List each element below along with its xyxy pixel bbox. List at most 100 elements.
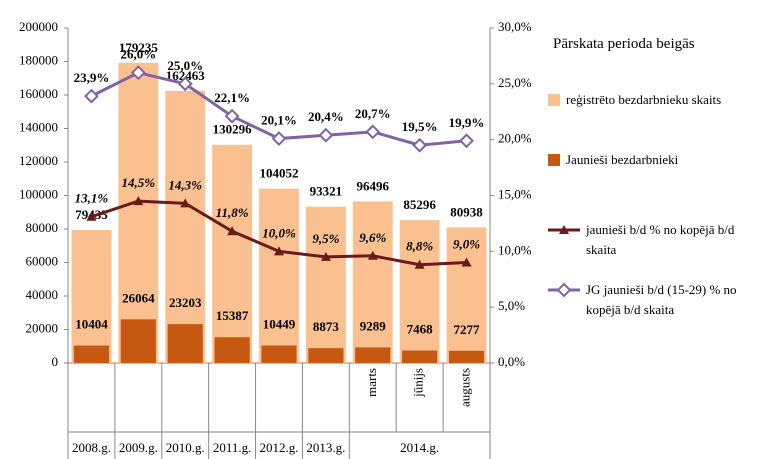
marker xyxy=(271,131,287,146)
bar xyxy=(305,206,346,363)
data-label: 7277 xyxy=(454,322,481,337)
bar xyxy=(308,348,344,363)
y2-tick-label: 25,0% xyxy=(498,75,532,90)
bar xyxy=(167,324,203,363)
x-tick-label: 2012.g. xyxy=(260,440,299,455)
marker xyxy=(318,127,334,143)
y-tick-label: 120000 xyxy=(19,153,58,168)
data-label: 8,8% xyxy=(406,239,433,254)
data-label: 26,0% xyxy=(120,47,156,62)
data-label: 10,0% xyxy=(262,225,296,240)
data-label: 26064 xyxy=(122,290,155,305)
data-label: 8873 xyxy=(313,319,340,334)
legend-label: Jaunieši bezdarbnieki xyxy=(566,152,679,167)
x-tick-label: 2010.g. xyxy=(166,440,205,455)
legend-swatch xyxy=(548,94,560,106)
data-label: 19,9% xyxy=(449,115,485,130)
data-label: 93321 xyxy=(310,184,343,199)
data-label: 15387 xyxy=(216,308,249,323)
marker xyxy=(227,226,238,236)
marker xyxy=(177,76,193,92)
y-tick-label: 80000 xyxy=(26,220,59,235)
data-label: 10449 xyxy=(263,316,296,331)
marker xyxy=(180,198,191,208)
bar xyxy=(399,220,440,363)
data-label: 9,0% xyxy=(453,236,480,251)
x-tick-label: jūnijs xyxy=(411,368,426,398)
y2-tick-label: 15,0% xyxy=(498,186,532,201)
data-label: 14,5% xyxy=(122,175,156,190)
data-label: 10404 xyxy=(75,317,108,332)
data-label: 11,8% xyxy=(216,205,249,220)
y-tick-label: 140000 xyxy=(19,119,58,134)
y2-tick-label: 30,0% xyxy=(498,19,532,34)
bar xyxy=(448,350,485,363)
data-label: 25,0% xyxy=(167,58,203,73)
legend-label: JG jaunieši b/d (15-29) % no kopējā b/d … xyxy=(586,282,737,317)
category-group-label: 2014.g. xyxy=(400,440,439,455)
data-label: 9,6% xyxy=(359,230,386,245)
bar xyxy=(446,227,487,363)
marker xyxy=(224,108,240,124)
marker xyxy=(274,246,284,256)
data-label: 7468 xyxy=(407,321,434,336)
bar xyxy=(214,337,250,363)
data-label: 162463 xyxy=(166,68,206,83)
bar xyxy=(165,90,206,363)
y2-tick-label: 20,0% xyxy=(498,131,532,146)
bar xyxy=(71,229,112,363)
marker xyxy=(412,137,428,153)
x-tick-label: 2013.g. xyxy=(306,440,345,455)
data-label: 9289 xyxy=(360,318,387,333)
marker xyxy=(320,251,331,261)
legend-label: jaunieši b/d % no kopējā b/d skaita xyxy=(586,222,735,257)
bar xyxy=(261,345,297,363)
data-label: 20,7% xyxy=(355,106,391,121)
data-label: 13,1% xyxy=(75,191,109,206)
x-tick-label: 2011.g. xyxy=(213,440,252,455)
y-tick-label: 60000 xyxy=(26,253,59,268)
marker xyxy=(86,211,97,221)
marker xyxy=(367,250,378,260)
data-label: 130296 xyxy=(213,122,253,137)
bar xyxy=(352,201,393,363)
data-label: 179235 xyxy=(119,40,159,55)
y-tick-label: 40000 xyxy=(26,287,59,302)
y-tick-label: 100000 xyxy=(19,186,58,201)
data-label: 85296 xyxy=(403,197,436,212)
marker xyxy=(365,124,381,140)
x-tick-label: augusts xyxy=(458,368,473,407)
data-label: 19,5% xyxy=(402,119,438,134)
y-tick-label: 20000 xyxy=(26,320,59,335)
bar xyxy=(355,347,391,363)
x-tick-label: 2009.g. xyxy=(119,440,158,455)
marker xyxy=(414,259,425,269)
data-label: 14,3% xyxy=(168,177,202,192)
y-tick-label: 180000 xyxy=(19,52,58,67)
legend-label: reģistrēto bezdarbnieku skaits xyxy=(566,92,722,107)
data-label: 104052 xyxy=(260,166,299,181)
marker xyxy=(84,88,99,104)
legend-title: Pārskata perioda beigās xyxy=(553,36,695,52)
y-tick-label: 160000 xyxy=(19,86,58,101)
bar xyxy=(259,188,299,363)
y2-tick-label: 5,0% xyxy=(498,298,525,313)
bar xyxy=(118,62,159,364)
marker xyxy=(461,257,472,267)
y-tick-label: 200000 xyxy=(19,19,58,34)
data-label: 96496 xyxy=(357,178,390,193)
bar xyxy=(402,350,438,363)
marker xyxy=(556,282,572,298)
marker xyxy=(133,196,144,206)
data-label: 80938 xyxy=(450,204,483,219)
bar xyxy=(212,144,253,363)
marker xyxy=(459,133,474,149)
y2-tick-label: 10,0% xyxy=(498,242,532,257)
bar xyxy=(73,345,110,363)
data-label: 23,9% xyxy=(74,70,110,85)
data-label: 22,1% xyxy=(214,90,250,105)
marker xyxy=(130,65,146,81)
legend-swatch xyxy=(548,154,560,166)
